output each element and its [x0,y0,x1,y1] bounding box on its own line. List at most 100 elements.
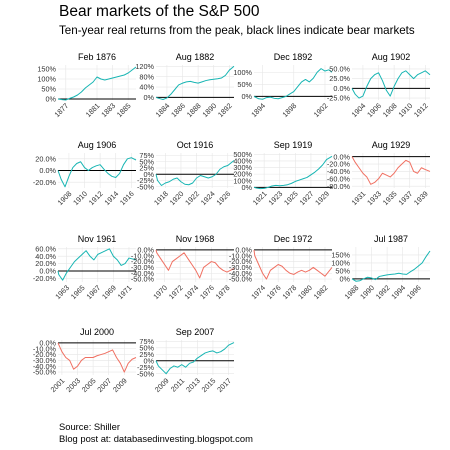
x-tick-label: 1884 [154,101,172,119]
x-tick-label: 1992 [374,283,392,301]
x-tick-label: 1916 [118,189,136,207]
y-tick-label: -25.0% [327,94,351,103]
x-tick-label: 2011 [169,376,186,393]
y-tick-label: 150% [331,251,350,260]
x-tick-label: 1969 [100,283,118,301]
x-tick-label: 1933 [365,189,383,207]
y-tick-label: 200% [233,170,252,179]
y-tick-label: 150% [37,65,56,74]
x-tick-label: 1924 [199,189,217,207]
y-tick-label: -50% [137,182,155,191]
x-tick-label: 1908 [56,189,74,207]
x-tick-label: 1912 [412,101,430,119]
y-tick-label: 25% [139,164,154,173]
x-tick-label: 2009 [111,376,129,394]
x-tick-label: 1926 [214,189,232,207]
panel-3: Aug 1902 -25.0%0.0%25.0%50.0% 190419061908… [327,52,431,119]
x-tick-label: 1923 [266,189,284,207]
y-tick-label: -40.0% [33,362,57,371]
series-line [57,248,137,281]
series-line [253,155,333,190]
panel-title: Jul 2000 [80,327,114,337]
x-tick-label: 1994 [389,283,407,301]
y-tick-label: 80% [139,72,154,81]
y-tick-label: 0% [45,95,56,104]
y-tick-label: -20.0% [33,178,57,187]
y-tick-label: 60.0% [35,244,56,253]
panel-title: Aug 1906 [78,140,117,150]
x-tick-label: 1935 [381,189,399,207]
x-tick-label: 2017 [215,376,233,394]
x-tick-label: 1927 [298,189,316,207]
x-tick-label: 2001 [49,376,67,394]
panel-title: Feb 1876 [78,52,116,62]
y-tick-label: -40.0% [229,269,253,278]
y-tick-label: 50% [139,157,154,166]
x-tick-label: 1883 [99,101,117,119]
y-tick-label: 0% [241,183,252,192]
panel-title: Dec 1972 [274,234,313,244]
panel-13: Sep 2007-50%-25%0%25%50%75%2009201120132… [137,327,235,394]
y-tick-label: -20.0% [131,257,155,266]
x-tick-label: 1892 [216,101,234,119]
panel-7: Aug 1929 -80.0%-60.0%-40.0%-20.0%0.0% 1931… [327,140,431,207]
series-line [155,342,235,375]
x-tick-label: 1922 [183,189,201,207]
y-tick-label: -10.0% [229,251,253,260]
series-line [351,156,431,185]
x-tick-label: 1967 [84,283,102,301]
y-tick-label: -40.0% [131,269,155,278]
panel-title: Oct 1916 [177,140,214,150]
y-tick-label: -30.0% [33,356,57,365]
x-tick-label: 2015 [200,376,218,394]
y-tick-label: 20.0% [35,259,56,268]
y-tick-label: 100% [37,75,56,84]
panel-12: Jul 2000 -50.0%-40.0%-30.0%-20.0%-10.0%0.… [33,327,137,394]
x-tick-label: 1971 [116,283,134,301]
panel-8: Nov 1961-20.0%0.0%20.0%40.0%60.0%1963196… [33,234,137,301]
x-tick-label: 1912 [87,189,105,207]
y-tick-label: -20.0% [33,350,57,359]
chart-subtitle: Ten-year real returns from the peak, bla… [59,24,415,37]
y-tick-label: 40.0% [35,252,56,261]
x-tick-label: 1978 [214,283,232,301]
x-tick-label: 1925 [282,189,300,207]
x-tick-label: 1890 [200,101,218,119]
y-tick-label: 20.0% [35,154,56,163]
x-tick-label: 1990 [358,283,376,301]
x-tick-label: 1910 [71,189,89,207]
y-tick-label: 0.0% [39,166,56,175]
panel-title: Sep 1919 [274,140,313,150]
y-tick-label: 0% [339,274,350,283]
panel-title: Jul 1987 [374,234,408,244]
series-line [351,250,431,282]
y-tick-label: 100% [233,68,252,77]
y-tick-label: 40% [139,83,154,92]
y-tick-label: 0.0% [137,246,154,255]
y-tick-label: 500% [233,150,252,159]
x-tick-label: 1988 [343,283,361,301]
series-line [57,157,137,188]
y-tick-label: -10.0% [131,251,155,260]
series-line [351,70,431,99]
x-tick-label: 1894 [249,101,267,119]
y-tick-label: -25% [137,176,155,185]
panel-11: Jul 1987 0%50%100%150% 1988199019921994199… [331,234,431,301]
y-tick-label: 50% [237,80,252,89]
series-line [57,66,137,101]
y-tick-label: 75% [139,337,154,346]
x-tick-label: 1902 [312,101,330,119]
y-tick-label: 50% [41,85,56,94]
x-tick-label: 1963 [53,283,71,301]
y-tick-label: 120% [135,62,154,71]
panel-title: Nov 1968 [176,234,215,244]
y-tick-label: 0.0% [333,152,350,161]
series-line [253,68,333,100]
y-tick-label: 50% [335,266,350,275]
x-tick-label: 1920 [168,189,186,207]
x-tick-label: 1980 [296,283,314,301]
y-tick-label: 0% [241,92,252,101]
